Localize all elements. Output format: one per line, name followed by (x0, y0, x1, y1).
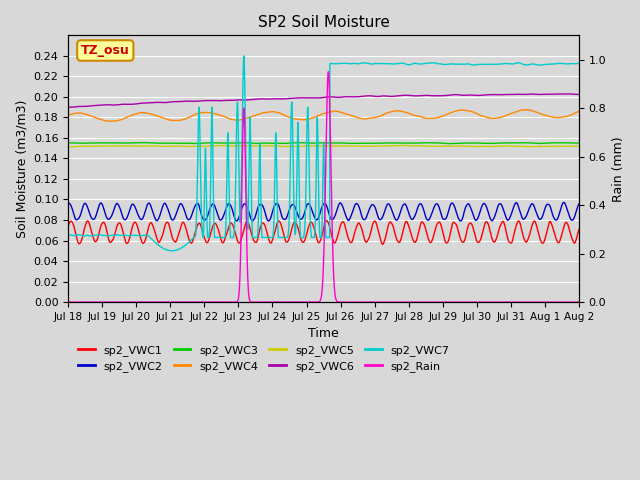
sp2_VWC4 (575, 108, 583, 114)
sp2_VWC5 (506, 143, 514, 149)
sp2_VWC2 (64, 201, 72, 207)
sp2_VWC7 (506, 61, 514, 67)
sp2_VWC2 (568, 217, 576, 223)
sp2_VWC6 (64, 104, 72, 110)
Line: sp2_VWC4: sp2_VWC4 (68, 110, 579, 121)
sp2_VWC7 (575, 60, 583, 66)
sp2_VWC6 (575, 92, 583, 97)
sp2_VWC1 (575, 227, 583, 232)
sp2_VWC1 (225, 222, 233, 228)
sp2_VWC4 (477, 113, 485, 119)
sp2_VWC5 (64, 144, 72, 150)
sp2_VWC3 (226, 140, 234, 146)
sp2_VWC6 (506, 92, 514, 97)
sp2_VWC1 (323, 218, 330, 224)
sp2_VWC5 (568, 144, 576, 149)
sp2_VWC6 (116, 102, 124, 108)
sp2_VWC2 (354, 202, 362, 207)
Text: TZ_osu: TZ_osu (81, 44, 130, 57)
sp2_VWC2 (115, 204, 123, 209)
sp2_VWC2 (506, 215, 514, 220)
sp2_VWC5 (115, 143, 123, 149)
sp2_VWC6 (68, 104, 76, 110)
sp2_VWC5 (575, 143, 583, 149)
Line: sp2_VWC5: sp2_VWC5 (68, 145, 579, 147)
sp2_VWC5 (398, 143, 406, 148)
sp2_Rain (64, 299, 72, 305)
sp2_VWC7 (115, 232, 123, 238)
Y-axis label: Rain (mm): Rain (mm) (612, 136, 625, 202)
Legend: sp2_VWC1, sp2_VWC2, sp2_VWC3, sp2_VWC4, sp2_VWC5, sp2_VWC6, sp2_VWC7, sp2_Rain: sp2_VWC1, sp2_VWC2, sp2_VWC3, sp2_VWC4, … (74, 340, 454, 376)
Line: sp2_VWC3: sp2_VWC3 (68, 143, 579, 144)
sp2_VWC1 (506, 240, 514, 246)
Line: sp2_VWC2: sp2_VWC2 (68, 203, 579, 221)
sp2_VWC1 (354, 221, 362, 227)
Line: sp2_VWC6: sp2_VWC6 (68, 94, 579, 107)
sp2_VWC3 (354, 141, 362, 146)
sp2_VWC3 (446, 141, 454, 146)
sp2_VWC3 (477, 140, 485, 146)
sp2_VWC4 (506, 111, 514, 117)
sp2_VWC4 (354, 115, 362, 120)
sp2_VWC6 (566, 91, 573, 97)
sp2_VWC1 (568, 236, 576, 241)
sp2_VWC4 (106, 118, 114, 124)
sp2_Rain (575, 299, 583, 305)
sp2_VWC7 (240, 53, 248, 59)
sp2_Rain (354, 299, 362, 305)
sp2_VWC6 (354, 94, 362, 100)
sp2_VWC2 (457, 218, 465, 224)
sp2_VWC7 (568, 60, 576, 66)
sp2_VWC3 (115, 140, 123, 146)
Line: sp2_VWC7: sp2_VWC7 (68, 56, 579, 251)
sp2_VWC2 (560, 200, 568, 205)
sp2_VWC4 (226, 116, 234, 122)
sp2_VWC7 (226, 216, 234, 221)
sp2_VWC4 (568, 111, 576, 117)
Title: SP2 Soil Moisture: SP2 Soil Moisture (258, 15, 390, 30)
sp2_Rain (115, 299, 123, 305)
sp2_VWC6 (226, 97, 234, 103)
sp2_VWC3 (506, 140, 514, 146)
sp2_VWC5 (354, 144, 362, 149)
sp2_VWC2 (575, 201, 583, 207)
X-axis label: Time: Time (308, 327, 339, 340)
sp2_Rain (568, 299, 576, 305)
sp2_VWC1 (64, 224, 72, 229)
sp2_VWC3 (568, 140, 576, 146)
sp2_VWC2 (477, 205, 485, 211)
sp2_VWC6 (477, 92, 485, 98)
sp2_VWC6 (568, 91, 576, 97)
sp2_VWC3 (141, 140, 148, 145)
sp2_VWC4 (64, 112, 72, 118)
sp2_VWC4 (522, 107, 529, 113)
sp2_VWC5 (225, 143, 233, 149)
sp2_VWC1 (115, 220, 123, 226)
sp2_Rain (506, 299, 514, 305)
sp2_VWC1 (379, 241, 387, 247)
sp2_VWC7 (64, 233, 72, 239)
Y-axis label: Soil Moisture (m3/m3): Soil Moisture (m3/m3) (15, 99, 28, 238)
sp2_VWC4 (116, 117, 124, 123)
Line: sp2_Rain: sp2_Rain (68, 72, 579, 302)
sp2_VWC3 (575, 140, 583, 146)
sp2_Rain (477, 299, 485, 305)
sp2_VWC5 (477, 144, 485, 149)
sp2_VWC3 (64, 140, 72, 146)
sp2_Rain (324, 69, 332, 74)
sp2_VWC7 (355, 61, 362, 67)
sp2_VWC7 (168, 248, 176, 253)
sp2_VWC1 (477, 234, 485, 240)
Line: sp2_VWC1: sp2_VWC1 (68, 221, 579, 244)
sp2_VWC2 (225, 201, 233, 207)
sp2_Rain (225, 299, 233, 305)
sp2_VWC7 (477, 61, 485, 67)
